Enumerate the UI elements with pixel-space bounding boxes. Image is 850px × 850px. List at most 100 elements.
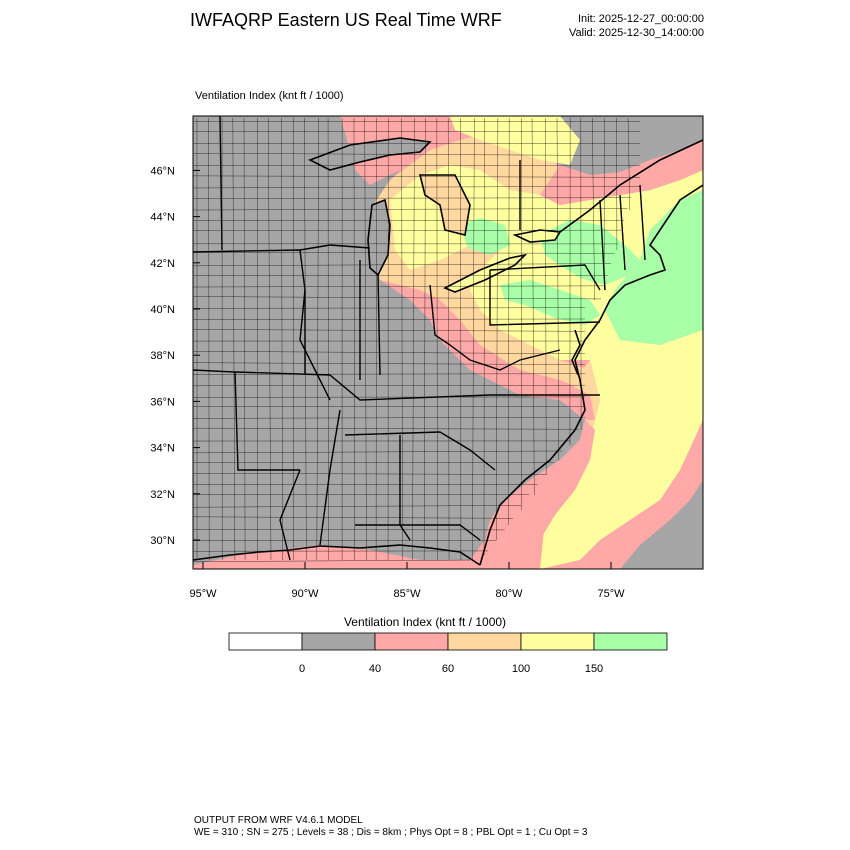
field-label: Ventilation Index (knt ft / 1000) [195, 90, 344, 102]
county-line [193, 505, 522, 508]
county-boundaries [193, 117, 641, 562]
lat-tick-label: 32°N [150, 489, 175, 501]
county-line [193, 417, 586, 419]
colorbar-bin [374, 632, 449, 651]
coastline-lake-superior [308, 137, 432, 171]
lon-tick-label: 85°W [393, 588, 421, 600]
boundary-line [429, 284, 451, 346]
map-frame [192, 115, 704, 570]
county-line [193, 373, 586, 375]
ventilation-fill-green-newyork [540, 220, 640, 285]
ventilation-fill-pink-band [380, 280, 595, 420]
ventilation-fill-green-ocean [605, 190, 703, 345]
ventilation-fill-gray-ocean [620, 480, 703, 569]
map-panel [193, 116, 703, 569]
ventilation-fill-yellow-canada [450, 116, 580, 165]
lat-tick-label: 46°N [150, 165, 175, 177]
county-line [472, 117, 475, 561]
coastline-lake-ontario [512, 229, 562, 243]
county-line [193, 165, 641, 166]
colorbar-bin [520, 632, 595, 651]
colorbar-bin [301, 632, 376, 651]
county-line [316, 117, 319, 561]
boundary-line [619, 194, 626, 271]
boundary-line [319, 409, 341, 546]
county-line [193, 516, 514, 519]
county-line [243, 117, 246, 561]
lat-tick-label: 42°N [150, 258, 175, 270]
ventilation-fill-green-pennsylvania [500, 280, 600, 325]
lat-tick-label: 44°N [150, 212, 175, 224]
lat-tick-label: 40°N [150, 304, 175, 316]
county-line [193, 473, 547, 475]
county-line [364, 117, 367, 561]
colorbar-bin [228, 632, 303, 651]
boundary-line [639, 184, 646, 261]
ventilation-fill-gray-land [193, 116, 585, 565]
colorbar-label: 60 [441, 663, 455, 675]
coastline-atlantic [479, 184, 703, 566]
boundary-line [449, 344, 561, 371]
colorbar-bin [593, 632, 668, 651]
boundary-line [355, 524, 481, 541]
county-line [281, 117, 283, 561]
plot-title: IWFAQRP Eastern US Real Time WRF [190, 10, 502, 30]
county-line [556, 117, 559, 461]
boundary-line [329, 374, 600, 401]
colorbar-label: 100 [511, 663, 531, 675]
lon-tick-label: 90°W [291, 588, 319, 600]
boundary-line [279, 469, 301, 561]
county-line [592, 117, 595, 301]
footer-model-line: OUTPUT FROM WRF V4.6.1 MODEL [194, 815, 363, 826]
county-line [412, 117, 415, 561]
county-line [268, 117, 272, 561]
boundary-line [299, 244, 371, 251]
county-line [193, 307, 586, 309]
ventilation-fill-pink-gulf [193, 540, 490, 569]
coastline-st-lawrence [559, 139, 703, 233]
colorbar-title: Ventilation Index (knt ft / 1000) [343, 615, 507, 629]
boundary-line [234, 371, 331, 376]
county-line [193, 351, 586, 354]
county-line [193, 385, 586, 386]
boundary-line [344, 431, 496, 471]
lat-tick-label: 36°N [150, 396, 175, 408]
county-line [193, 559, 471, 562]
county-line [508, 117, 510, 526]
colorbar-label: 40 [368, 663, 382, 675]
colorbar [228, 632, 668, 651]
ventilation-fill-pink-atlantic [485, 420, 595, 569]
boundary-line [193, 369, 300, 471]
county-line [193, 208, 628, 211]
county-line [193, 175, 641, 178]
county-line [193, 329, 586, 332]
lake-superior [310, 138, 430, 170]
boundary-line [219, 116, 223, 251]
ventilation-fill-yellow-ocean [540, 310, 703, 569]
county-line [545, 117, 547, 476]
county-line [193, 153, 641, 156]
lon-tick-label: 80°W [495, 588, 523, 600]
init-time: Init: 2025-12-27_00:00:00 [578, 13, 704, 25]
colorbar-label: 150 [584, 663, 604, 675]
county-line [423, 117, 426, 561]
county-line [401, 117, 403, 561]
lake-huron [420, 175, 470, 235]
longitude-axis: 95°W 90°W 85°W 80°W 75°W [189, 562, 625, 600]
county-line [232, 117, 236, 561]
county-line [193, 197, 631, 199]
county-line [436, 117, 438, 561]
coastline-lake-huron [418, 174, 471, 236]
colorbar-label: 0 [298, 663, 306, 675]
county-line [193, 318, 586, 320]
valid-time: Valid: 2025-12-30_14:00:00 [569, 27, 704, 39]
county-line [193, 186, 641, 189]
boundary-line [599, 199, 606, 291]
footer-config-line: WE = 310 ; SN = 275 ; Levels = 38 ; Dis … [194, 827, 588, 838]
county-line [353, 117, 355, 561]
coastline-lake-michigan [367, 198, 391, 277]
county-line [531, 117, 535, 496]
lon-tick-label: 75°W [597, 588, 625, 600]
county-line [496, 117, 499, 541]
